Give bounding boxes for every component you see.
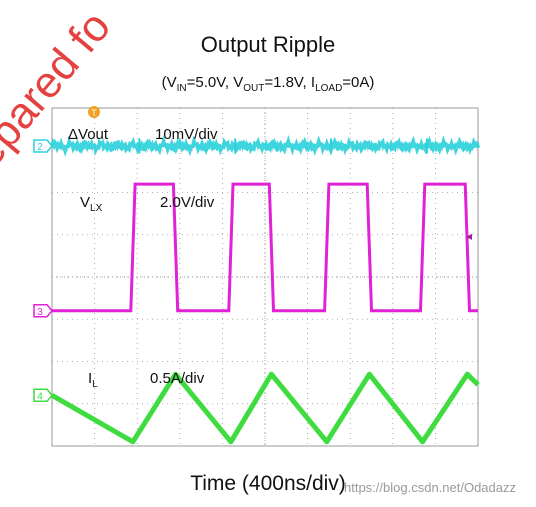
channel-marker-4 bbox=[33, 388, 53, 403]
channel-marker-number: 2 bbox=[37, 142, 43, 153]
level-arrow-icon: ◂ bbox=[466, 229, 472, 243]
vlx-trace-label: VLX bbox=[80, 194, 103, 214]
x-axis-label: Time (400ns/div) bbox=[190, 472, 346, 495]
vout-scale-label: 10mV/div bbox=[155, 126, 218, 143]
channel-marker-number: 4 bbox=[37, 391, 43, 402]
watermark-url: https://blog.csdn.net/Odadazz bbox=[344, 480, 516, 495]
plot-traces bbox=[50, 134, 480, 445]
vlx-trace bbox=[52, 182, 478, 313]
channel-marker-3 bbox=[33, 304, 53, 318]
plot-grid bbox=[51, 107, 479, 447]
il-scale-label: 0.5A/div bbox=[150, 370, 205, 387]
chart-subtitle: (VIN=5.0V, VOUT=1.8V, ILOAD=0A) bbox=[161, 74, 375, 94]
vout-trace bbox=[50, 134, 480, 157]
vlx-scale-label: 2.0V/div bbox=[160, 194, 215, 211]
vout-trace-label: ΔVout bbox=[68, 126, 109, 143]
trigger-marker-label: T bbox=[91, 108, 97, 118]
il-trace bbox=[50, 371, 480, 445]
channel-markers: 2 3 4 T ◂ bbox=[33, 106, 472, 403]
chart-title: Output Ripple bbox=[200, 32, 336, 57]
trigger-marker-icon bbox=[88, 106, 100, 118]
channel-marker-2 bbox=[33, 139, 53, 153]
channel-marker-number: 3 bbox=[37, 307, 43, 318]
il-trace-label: IL bbox=[88, 370, 98, 390]
